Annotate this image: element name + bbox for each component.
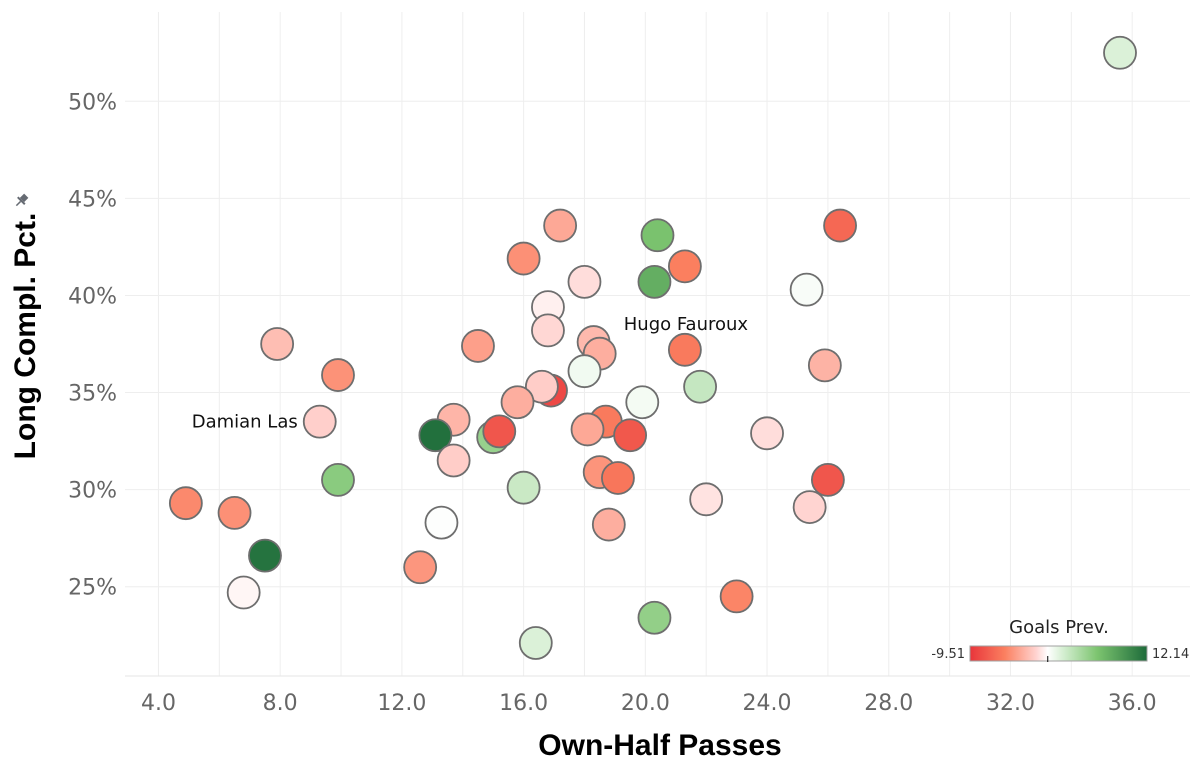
data-point bbox=[1103, 35, 1137, 70]
data-points bbox=[168, 35, 1137, 660]
data-point bbox=[689, 482, 724, 517]
y-tick-label: 40% bbox=[68, 284, 117, 309]
x-axis-ticks: 4.0 8.0 12.0 16.0 20.0 24.0 28.0 32.0 36.0 bbox=[141, 691, 1157, 716]
x-tick-label: 8.0 bbox=[263, 691, 298, 716]
data-point bbox=[531, 313, 565, 348]
legend-gradient-bar bbox=[969, 645, 1148, 662]
data-point bbox=[248, 538, 282, 573]
data-point bbox=[321, 463, 355, 497]
data-point bbox=[506, 241, 541, 276]
data-point bbox=[601, 461, 635, 495]
data-point bbox=[637, 600, 672, 635]
x-tick-label: 12.0 bbox=[377, 691, 426, 716]
legend-min-label: -9.51 bbox=[931, 647, 965, 662]
data-point bbox=[613, 418, 648, 453]
y-tick-label: 25% bbox=[68, 576, 117, 601]
data-point bbox=[570, 412, 605, 447]
data-point bbox=[811, 463, 845, 497]
data-point bbox=[591, 507, 626, 542]
x-axis-title: Own-Half Passes bbox=[538, 729, 781, 762]
color-legend: Goals Prev. -9.51 12.14 bbox=[931, 617, 1189, 662]
data-point bbox=[302, 404, 337, 439]
data-point bbox=[807, 348, 842, 383]
data-point bbox=[260, 327, 295, 361]
data-point bbox=[792, 490, 827, 524]
data-point bbox=[436, 443, 471, 478]
y-tick-label: 45% bbox=[68, 187, 117, 212]
annotations: Damian Las Hugo Fauroux bbox=[192, 314, 749, 433]
y-tick-label: 35% bbox=[68, 382, 117, 407]
data-point bbox=[418, 418, 453, 453]
data-point bbox=[750, 416, 784, 451]
pin-icon[interactable] bbox=[13, 192, 30, 209]
data-point bbox=[567, 354, 602, 389]
data-point bbox=[789, 272, 824, 307]
y-tick-label: 50% bbox=[68, 90, 117, 115]
x-tick-label: 36.0 bbox=[1108, 691, 1157, 716]
x-tick-label: 16.0 bbox=[499, 691, 548, 716]
y-tick-label: 30% bbox=[68, 479, 117, 504]
data-point bbox=[506, 470, 541, 505]
x-tick-label: 32.0 bbox=[986, 691, 1035, 716]
data-point bbox=[524, 369, 559, 404]
data-point bbox=[567, 264, 602, 299]
x-tick-label: 4.0 bbox=[141, 691, 176, 716]
data-point bbox=[500, 385, 535, 420]
data-point bbox=[543, 208, 578, 243]
data-point bbox=[461, 329, 495, 363]
data-point bbox=[403, 550, 438, 585]
y-axis-title: Long Compl. Pct. bbox=[9, 213, 42, 460]
x-tick-label: 20.0 bbox=[621, 691, 670, 716]
data-point bbox=[667, 332, 702, 367]
x-tick-label: 28.0 bbox=[864, 691, 913, 716]
data-point bbox=[637, 264, 672, 299]
legend-max-label: 12.14 bbox=[1152, 647, 1189, 662]
data-point bbox=[625, 385, 660, 420]
data-point bbox=[667, 249, 702, 284]
data-point bbox=[482, 414, 517, 449]
grid-lines bbox=[125, 12, 1190, 677]
point-annotation: Damian Las bbox=[192, 412, 298, 433]
data-point bbox=[226, 575, 261, 610]
y-axis-ticks: 25% 30% 35% 40% 45% 50% bbox=[68, 90, 117, 600]
x-tick-label: 24.0 bbox=[743, 691, 792, 716]
data-point bbox=[217, 496, 252, 530]
data-point bbox=[823, 208, 857, 243]
legend-title: Goals Prev. bbox=[1009, 617, 1109, 638]
data-point bbox=[640, 218, 675, 253]
data-point bbox=[424, 505, 459, 540]
data-point bbox=[683, 369, 717, 404]
point-annotation: Hugo Fauroux bbox=[624, 314, 749, 335]
data-point bbox=[321, 358, 355, 392]
data-point bbox=[168, 486, 203, 521]
data-point bbox=[719, 579, 754, 614]
data-point bbox=[518, 626, 553, 660]
